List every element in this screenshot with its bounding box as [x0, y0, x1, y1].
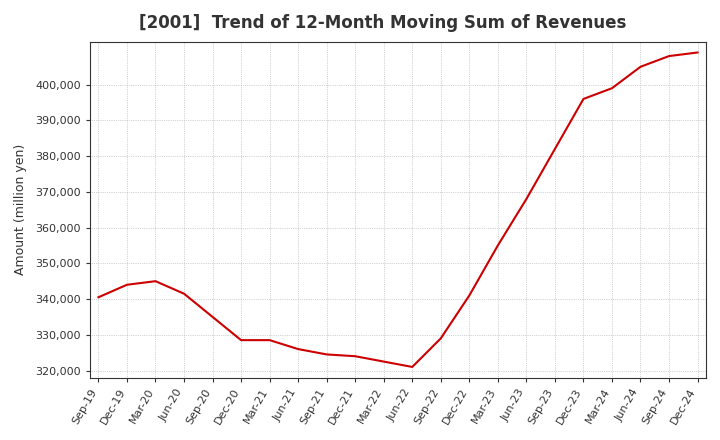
Text: [2001]  Trend of 12-Month Moving Sum of Revenues: [2001] Trend of 12-Month Moving Sum of R… [139, 14, 626, 32]
Y-axis label: Amount (million yen): Amount (million yen) [14, 144, 27, 275]
